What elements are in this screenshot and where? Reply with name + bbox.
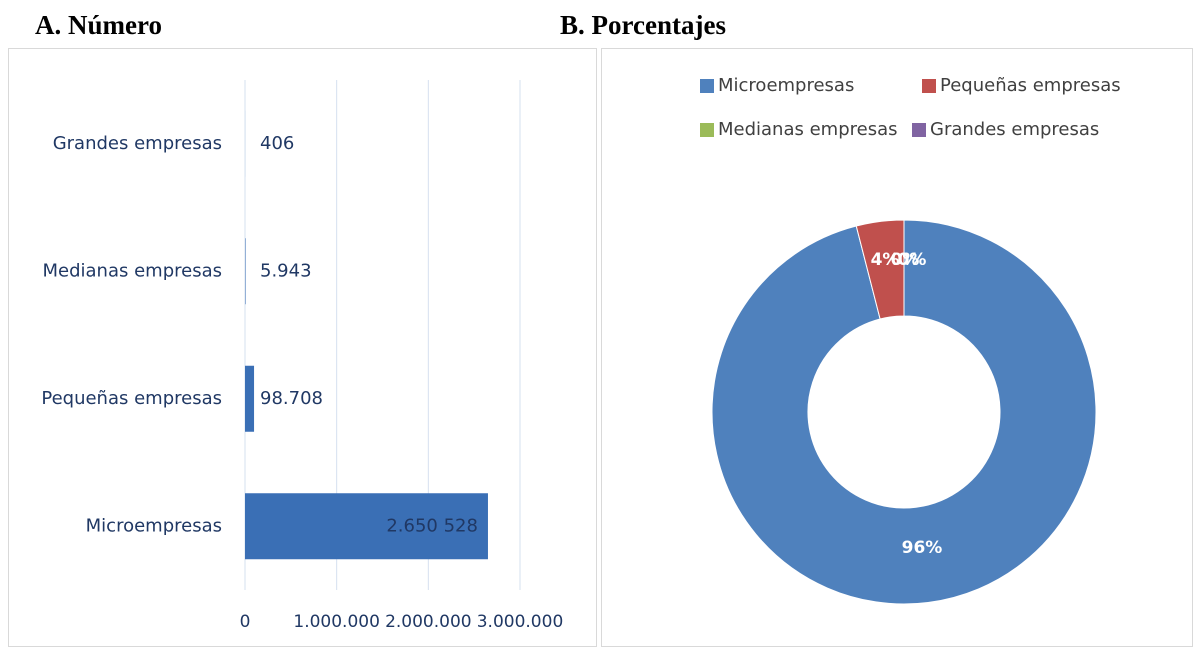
y-tick-label: Medianas empresas [43,260,223,281]
donut-slice [855,219,905,320]
legend-label: Microempresas [718,75,854,96]
bar [245,238,246,305]
legend-label: Medianas empresas [718,119,898,140]
x-tick-label: 0 [240,612,251,632]
x-tick-label: 1.000.000 [293,612,380,632]
value-label: 0% [898,250,927,270]
value-label: 5.943 [260,260,312,281]
chart-title: B. Porcentajes [560,10,726,40]
value-label: 98.708 [260,388,323,409]
value-label: 406 [260,133,294,154]
value-label: 0% [891,250,920,270]
donut-slice [711,219,1097,605]
legend-label: Pequeñas empresas [940,75,1121,96]
legend-label: Grandes empresas [930,119,1099,140]
legend-swatch [700,123,714,137]
legend-swatch [922,79,936,93]
legend-swatch [912,123,926,137]
x-tick-label: 2.000.000 [385,612,472,632]
chart-title: A. Número [35,10,162,40]
value-label: 96% [902,538,943,558]
x-tick-label: 3.000.000 [477,612,564,632]
y-tick-label: Microempresas [86,515,222,536]
y-tick-label: Grandes empresas [53,133,222,154]
legend-swatch [700,79,714,93]
value-label: 2.650 528 [386,515,478,536]
value-label: 4% [871,250,900,270]
bar [245,365,255,432]
bar [245,493,488,560]
y-tick-label: Pequeñas empresas [41,388,222,409]
